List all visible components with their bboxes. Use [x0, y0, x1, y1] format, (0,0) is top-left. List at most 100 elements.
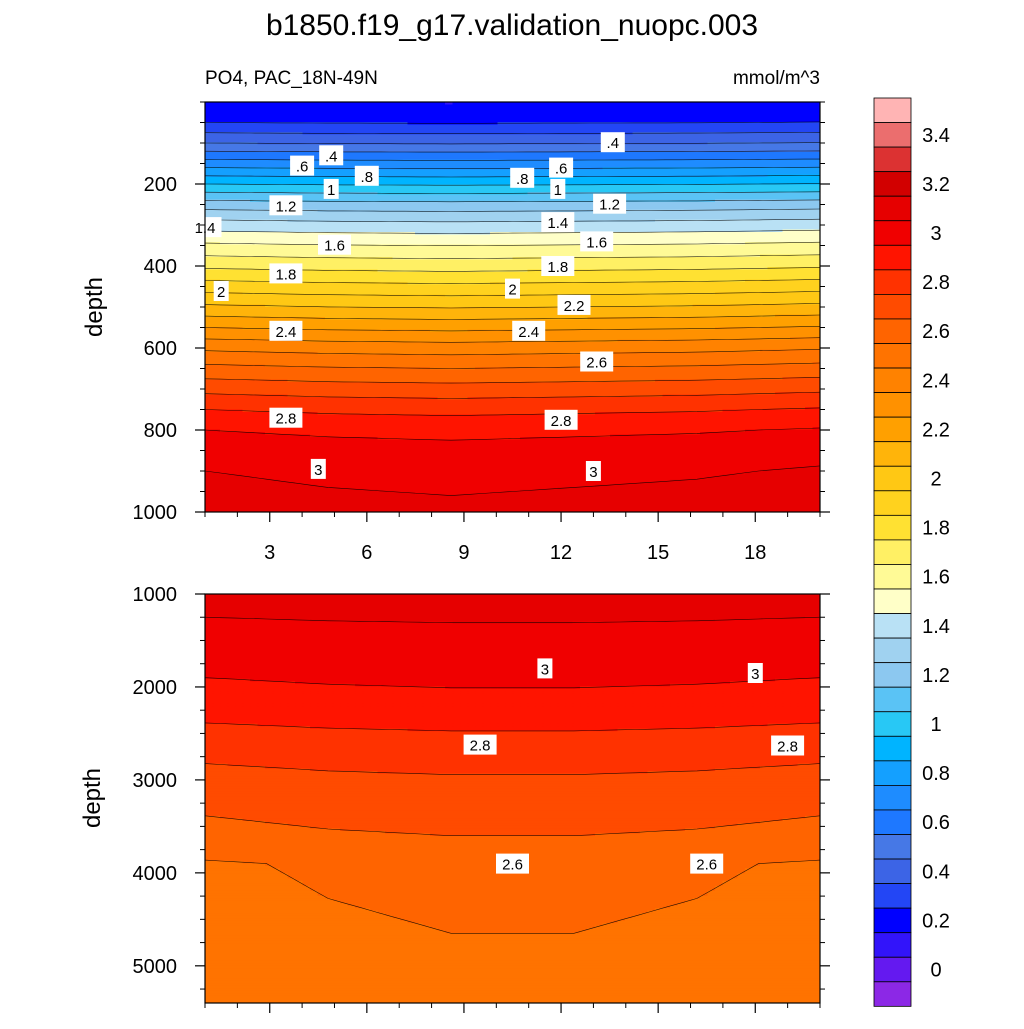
fill-cell [745, 139, 754, 143]
fill-cell [715, 207, 724, 211]
fill-cell [677, 212, 686, 216]
fill-cell [610, 169, 619, 173]
fill-cell [595, 162, 604, 166]
fill-cell [242, 197, 251, 201]
fill-cell [257, 232, 266, 236]
fill-cell [362, 244, 371, 248]
fill-cell [430, 117, 439, 121]
fill-cell [760, 179, 769, 183]
fill-cell [242, 207, 251, 211]
fill-cell [377, 152, 386, 156]
fill-cell [490, 114, 499, 118]
fill-cell [745, 252, 754, 256]
fill-cell [430, 162, 439, 166]
fill-cell [212, 214, 221, 218]
fill-cell [452, 222, 461, 226]
fill-cell [700, 117, 709, 121]
fill-cell [370, 234, 379, 238]
fill-cell [512, 207, 521, 211]
fill-cell [527, 207, 536, 211]
fill-cell [482, 234, 491, 238]
fill-cell [632, 104, 641, 108]
fill-cell [250, 117, 259, 121]
fill-cell [790, 109, 799, 113]
fill-cell [295, 252, 304, 256]
fill-cell [317, 117, 326, 121]
fill-cell [377, 184, 386, 188]
fill-cell [310, 179, 319, 183]
fill-cell [692, 122, 701, 126]
fill-cell [370, 219, 379, 223]
fill-cell [745, 209, 754, 213]
fill-cell [280, 182, 289, 186]
fill-cell [467, 134, 476, 138]
fill-cell [557, 237, 566, 241]
fill-cell [242, 157, 251, 161]
fill-cell [655, 219, 664, 223]
fill-cell [767, 152, 776, 156]
fill-cell [445, 152, 454, 156]
fill-cell [497, 129, 506, 133]
fill-cell [775, 234, 784, 238]
fill-cell [280, 117, 289, 121]
fill-cell [242, 109, 251, 113]
fill-cell [250, 194, 259, 198]
fill-cell [767, 159, 776, 163]
fill-cell [737, 187, 746, 191]
fill-cell [430, 212, 439, 216]
fill-cell [287, 152, 296, 156]
fill-cell [475, 249, 484, 253]
fill-cell [572, 174, 581, 178]
fill-cell [782, 244, 791, 248]
fill-cell [385, 147, 394, 151]
fill-cell [392, 182, 401, 186]
fill-cell [797, 189, 806, 193]
fill-cell [715, 212, 724, 216]
fill-cell [655, 137, 664, 141]
fill-cell [685, 169, 694, 173]
fill-cell [385, 234, 394, 238]
fill-cell [377, 149, 386, 153]
fill-cell [520, 232, 529, 236]
fill-cell [227, 149, 236, 153]
fill-cell [437, 164, 446, 168]
fill-cell [550, 104, 559, 108]
fill-cell [400, 169, 409, 173]
fill-cell [677, 239, 686, 243]
fill-cell [662, 249, 671, 253]
fill-cell [707, 182, 716, 186]
fill-cell [460, 249, 469, 253]
fill-cell [632, 169, 641, 173]
fill-cell [812, 174, 820, 178]
fill-cell [565, 154, 574, 158]
fill-cell [445, 229, 454, 233]
fill-cell [730, 109, 739, 113]
fill-cell [497, 207, 506, 211]
fill-cell [655, 229, 664, 233]
fill-cell [392, 189, 401, 193]
fill-cell [235, 132, 244, 136]
fill-cell [610, 229, 619, 233]
fill-cell [235, 177, 244, 181]
fill-cell [280, 164, 289, 168]
fill-cell [625, 242, 634, 246]
fill-cell [242, 219, 251, 223]
fill-cell [767, 124, 776, 128]
fill-cell [722, 129, 731, 133]
fill-cell [685, 159, 694, 163]
fill-cell [707, 149, 716, 153]
fill-cell [520, 237, 529, 241]
fill-cell [272, 159, 281, 163]
fill-cell [542, 102, 551, 106]
fill-cell [670, 124, 679, 128]
fill-cell [700, 147, 709, 151]
fill-cell [805, 129, 814, 133]
fill-cell [542, 244, 551, 248]
fill-cell [257, 147, 266, 151]
fill-cell [767, 107, 776, 111]
fill-cell [415, 107, 424, 111]
fill-cell [580, 147, 589, 151]
fill-cell [790, 174, 799, 178]
fill-cell [370, 214, 379, 218]
fill-cell [655, 197, 664, 201]
